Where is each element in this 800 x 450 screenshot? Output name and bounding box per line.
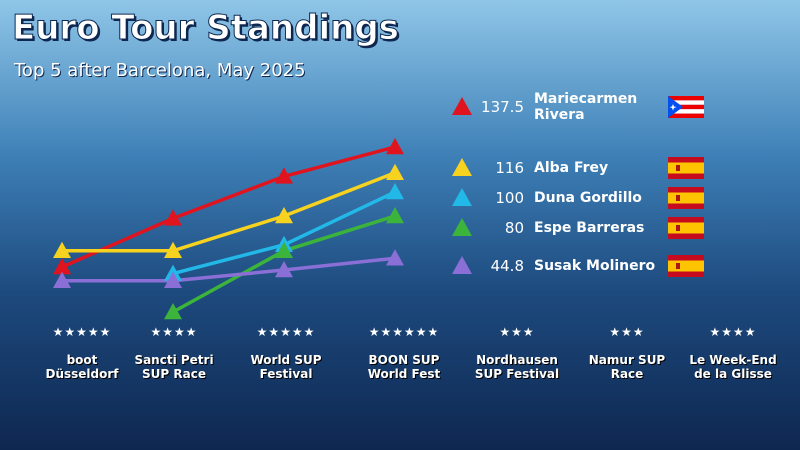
event: ★★★★ Sancti Petri SUP Race [122, 325, 226, 381]
legend-triangle [452, 188, 472, 206]
star-rating: ★★★★ [709, 325, 757, 339]
legend-entry: 116 Alba Frey [450, 148, 720, 188]
series-line [62, 171, 396, 253]
flag-star [669, 104, 677, 111]
flag [668, 187, 704, 209]
legend-name: Susak Molinero [534, 258, 656, 274]
event-name: BOON SUP World Fest [367, 353, 441, 381]
legend-triangle [452, 97, 472, 115]
event: ★★★★★ boot Düsseldorf [30, 325, 134, 381]
legend-value: 137.5 [481, 98, 524, 116]
event: ★★★★★ World SUP Festival [234, 325, 338, 381]
flag [668, 96, 704, 118]
star-rating: ★★★★★★ [368, 325, 440, 339]
legend-marker [452, 256, 472, 274]
subtitle: Top 5 after Barcelona, May 2025 [14, 60, 306, 81]
point-marker [386, 163, 404, 180]
legend-marker [452, 188, 472, 206]
point-marker [164, 303, 182, 320]
legend-marker [452, 158, 472, 176]
point-marker [275, 261, 293, 278]
legend-entry: 137.5 Mariecarmen Rivera [450, 87, 720, 127]
point-marker [386, 249, 404, 266]
point-marker [164, 209, 182, 226]
point-marker [53, 271, 71, 288]
legend-triangle [452, 218, 472, 236]
point-marker [275, 167, 293, 184]
series-line [62, 256, 396, 283]
star-rating: ★★★★ [150, 325, 198, 339]
legend-entry: 100 Duna Gordillo [450, 178, 720, 218]
event-name: Nordhausen SUP Festival [474, 353, 560, 381]
legend-name: Espe Barreras [534, 220, 645, 236]
flag-stripe [668, 104, 704, 110]
flag [668, 217, 704, 239]
point-marker [164, 241, 182, 258]
legend-name: Duna Gordillo [534, 190, 642, 206]
legend-triangle [452, 158, 472, 176]
event: ★★★ Nordhausen SUP Festival [465, 325, 569, 381]
flag-stripe [668, 113, 704, 118]
flag-stripe [668, 96, 704, 101]
flag [668, 255, 704, 277]
legend-marker [452, 97, 472, 115]
legend-name: Alba Frey [534, 160, 609, 176]
legend-value: 116 [495, 159, 524, 177]
series-line [61, 145, 396, 269]
legend-triangle [452, 256, 472, 274]
flag-stripe [668, 222, 704, 234]
point-marker [386, 138, 404, 155]
flag-emblem [676, 195, 680, 201]
flag-stripe [668, 162, 704, 174]
event-name: Le Week-End de la Glisse [689, 353, 777, 381]
flag-stripe [668, 192, 704, 204]
event-name: Namur SUP Race [588, 353, 666, 381]
event: ★★★★★★ BOON SUP World Fest [352, 325, 456, 381]
flag [668, 157, 704, 179]
event-name: World SUP Festival [250, 353, 322, 381]
flag-stripe [668, 260, 704, 272]
star-rating: ★★★ [609, 325, 645, 339]
star-rating: ★★★ [499, 325, 535, 339]
event: ★★★ Namur SUP Race [575, 325, 679, 381]
flag-stripe [668, 109, 704, 114]
star-rating: ★★★★★ [52, 325, 112, 339]
point-marker [275, 241, 293, 258]
legend-marker [452, 218, 472, 236]
point-marker [53, 241, 71, 258]
event: ★★★★ Le Week-End de la Glisse [681, 325, 785, 381]
legend-value: 80 [504, 219, 524, 237]
star-rating: ★★★★★ [256, 325, 316, 339]
point-marker [53, 258, 71, 275]
legend-name: Mariecarmen Rivera [534, 91, 638, 123]
title: Euro Tour Standings [12, 8, 400, 49]
point-marker [275, 207, 293, 224]
legend-entry: 44.8 Susak Molinero [450, 246, 720, 286]
legend-value: 100 [495, 189, 524, 207]
flag-emblem [676, 165, 680, 171]
flag-stripe [668, 100, 704, 105]
event-name: Sancti Petri SUP Race [134, 353, 214, 381]
legend-entry: 80 Espe Barreras [450, 208, 720, 248]
flag-emblem [676, 263, 680, 269]
legend-value: 44.8 [490, 257, 524, 275]
flag-emblem [676, 225, 680, 231]
point-marker [386, 183, 404, 200]
point-marker [164, 271, 182, 288]
event-name: boot Düsseldorf [45, 353, 119, 381]
point-marker [386, 207, 404, 224]
